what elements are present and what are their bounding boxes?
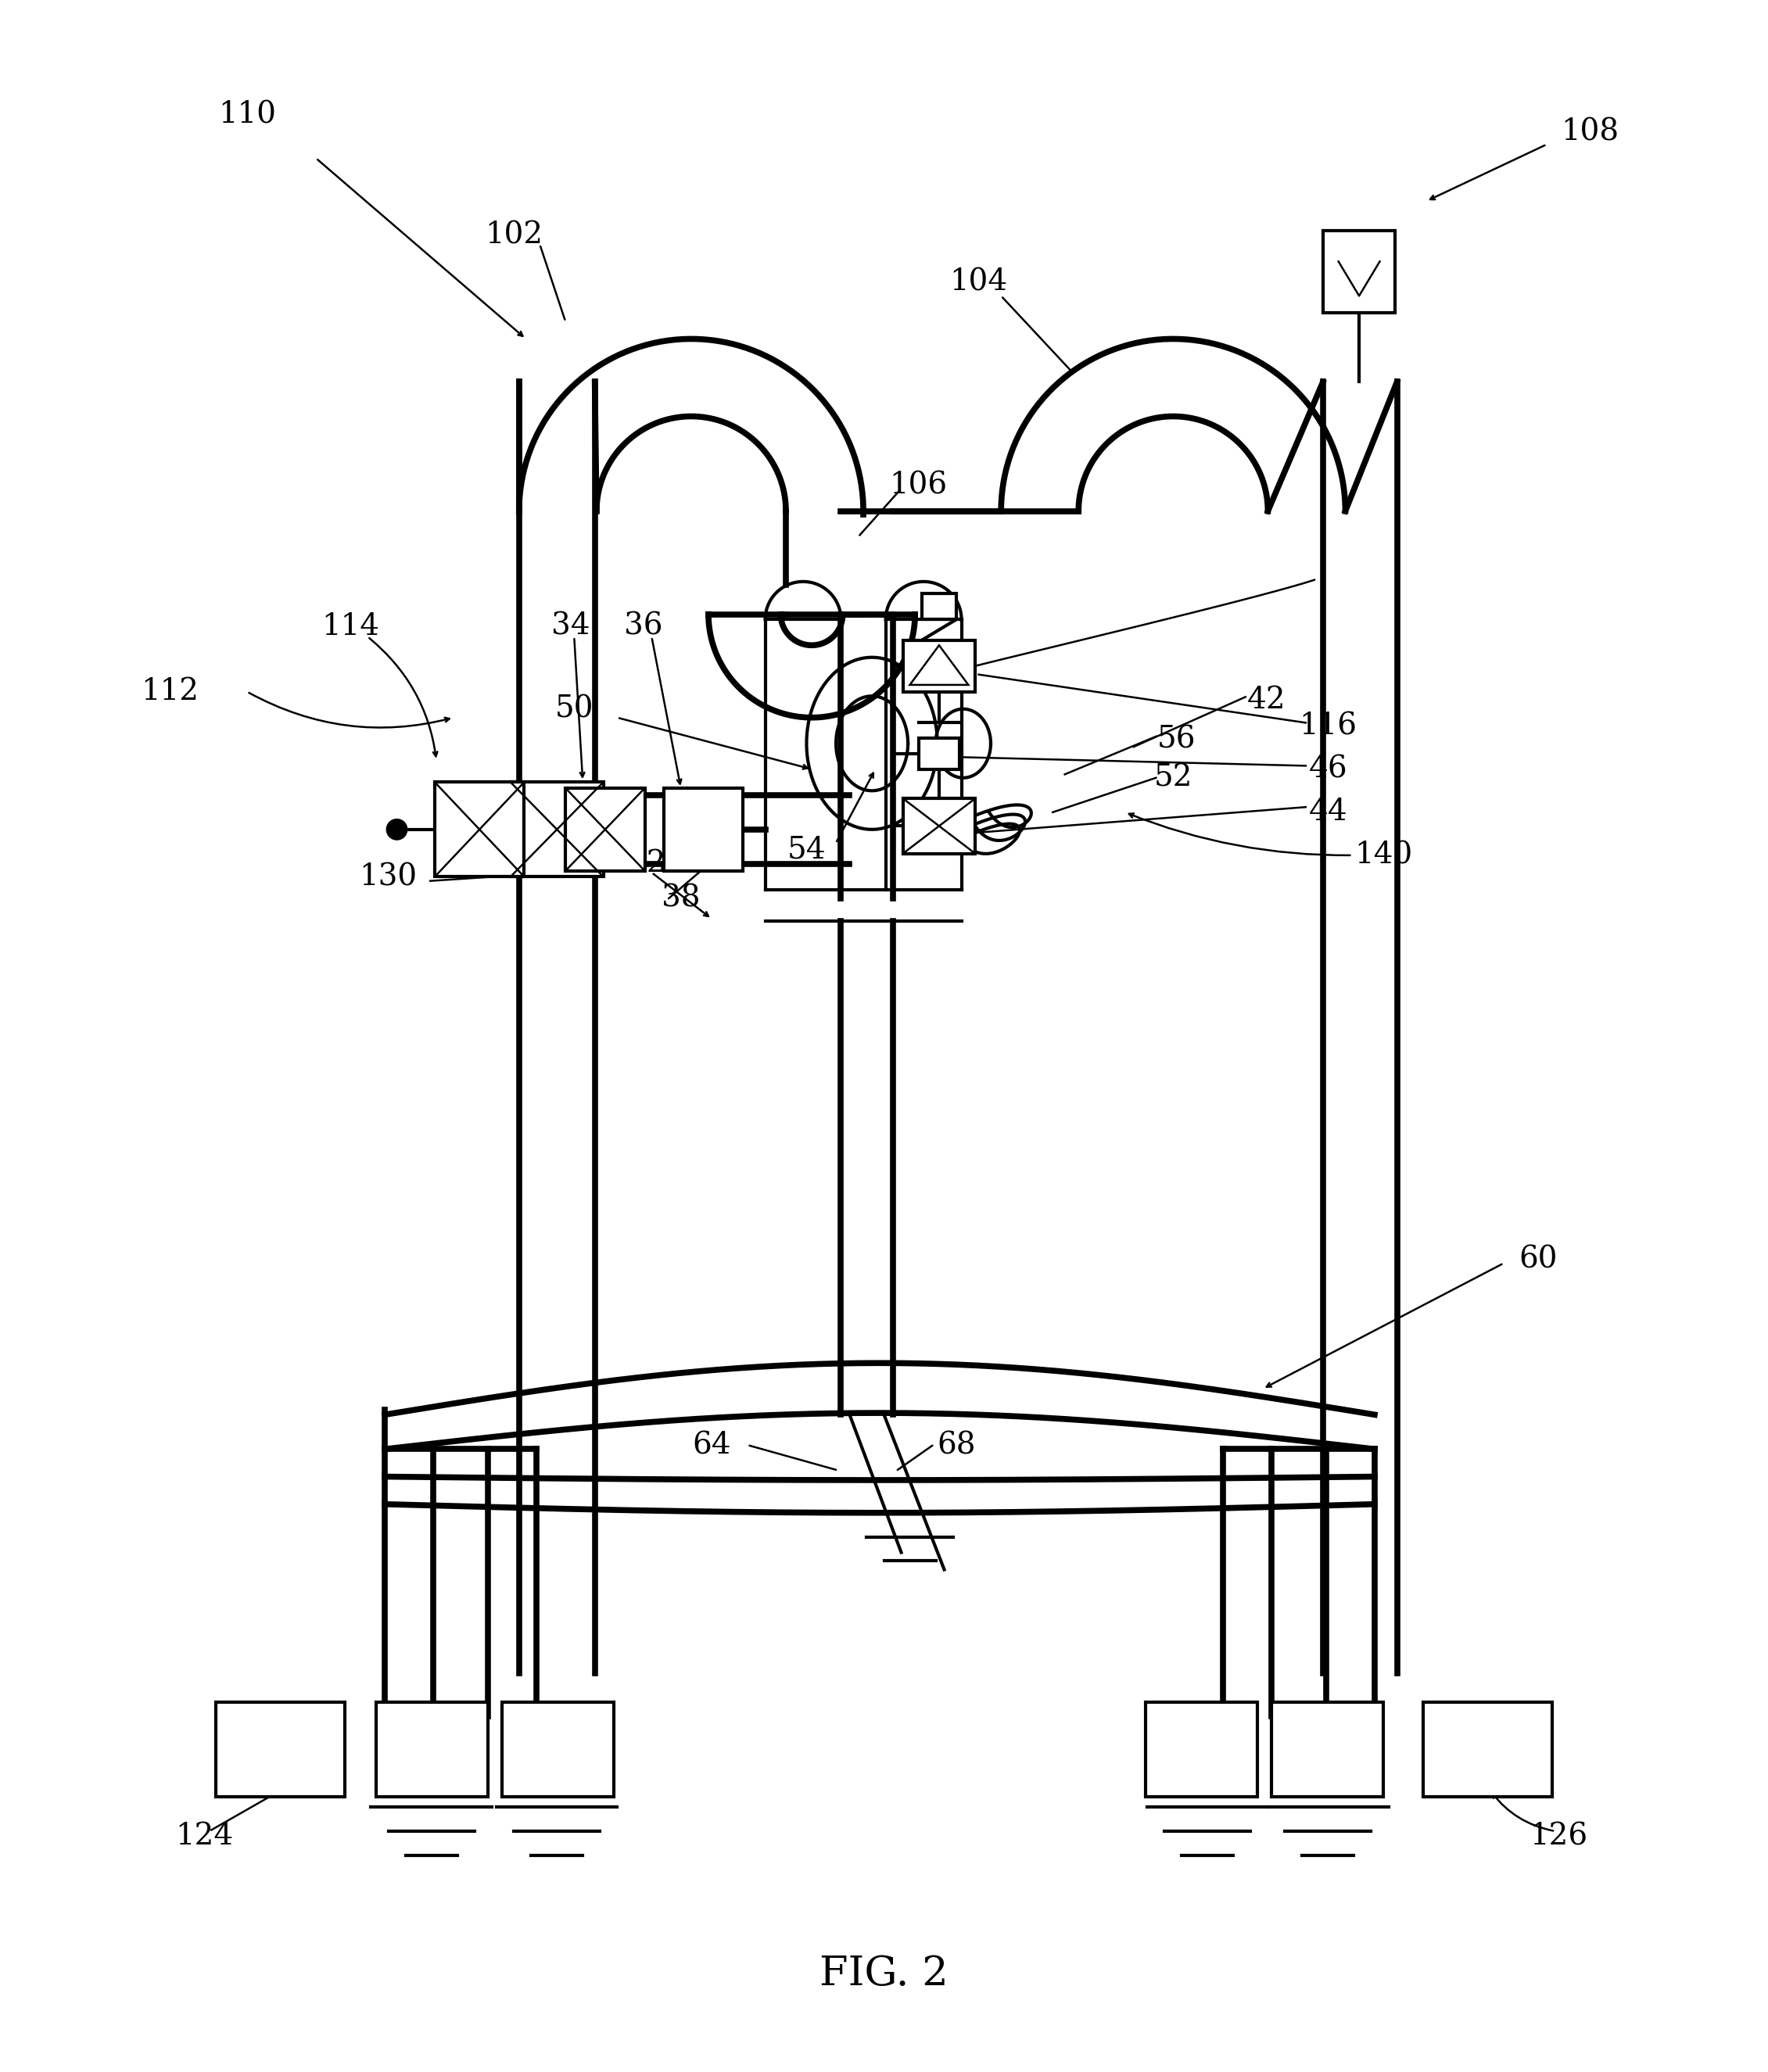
Text: FIG. 2: FIG. 2	[820, 1954, 948, 1993]
Bar	[903, 640, 976, 692]
Text: 52: 52	[1155, 762, 1193, 792]
Circle shape	[387, 818, 407, 839]
Bar	[511, 781, 603, 876]
Bar	[1322, 230, 1395, 313]
Text: 126: 126	[1529, 1821, 1588, 1850]
Bar	[903, 798, 976, 854]
Bar	[377, 1701, 488, 1796]
Text: 104: 104	[949, 267, 1008, 296]
Bar	[1146, 1701, 1257, 1796]
Text: 36: 36	[624, 611, 663, 640]
Bar	[1271, 1701, 1383, 1796]
Text: 38: 38	[661, 885, 700, 914]
Text: 108: 108	[1561, 118, 1619, 147]
Bar	[502, 1701, 613, 1796]
Text: 56: 56	[1158, 725, 1195, 754]
Text: 54: 54	[787, 835, 826, 864]
Text: 64: 64	[693, 1432, 732, 1461]
Text: 42: 42	[1246, 686, 1285, 715]
Text: 46: 46	[1308, 754, 1347, 783]
Text: 68: 68	[937, 1432, 976, 1461]
Text: 140: 140	[1354, 841, 1413, 870]
Text: 112: 112	[141, 678, 198, 707]
Text: 50: 50	[555, 694, 594, 723]
Text: 130: 130	[359, 864, 417, 893]
Bar	[566, 787, 645, 870]
Text: 106: 106	[889, 470, 948, 499]
Text: 110: 110	[217, 102, 276, 131]
Bar	[918, 738, 960, 769]
Bar	[663, 787, 743, 870]
Text: 102: 102	[484, 222, 543, 251]
Bar	[216, 1701, 345, 1796]
Text: 34: 34	[552, 611, 591, 640]
Text: 44: 44	[1308, 798, 1347, 827]
Text: 32: 32	[628, 850, 667, 879]
Bar	[921, 595, 956, 620]
Bar	[435, 781, 525, 876]
Text: 116: 116	[1299, 711, 1358, 740]
Text: 114: 114	[322, 611, 380, 640]
Text: 60: 60	[1519, 1245, 1558, 1274]
Text: 124: 124	[175, 1821, 233, 1850]
Bar	[1423, 1701, 1552, 1796]
